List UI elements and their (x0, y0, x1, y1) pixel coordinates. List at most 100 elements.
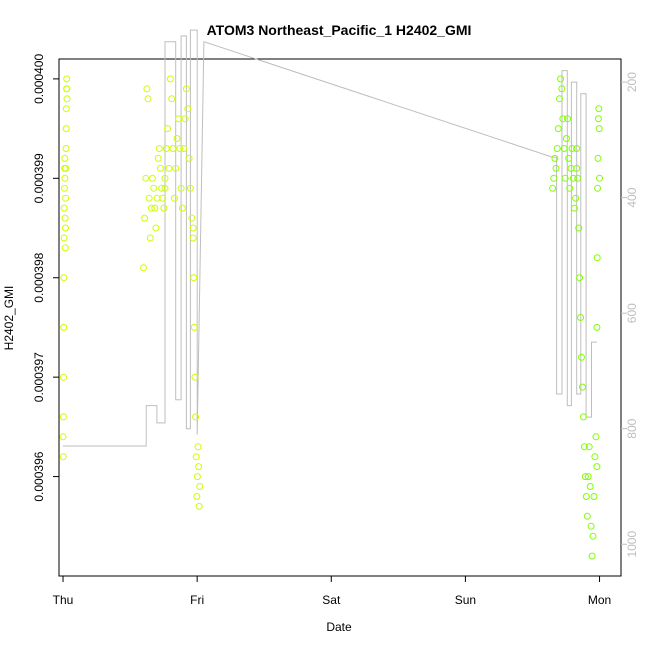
data-point (195, 502, 203, 510)
data-point (59, 433, 67, 441)
data-point (588, 552, 596, 560)
data-point (577, 314, 585, 321)
data-point (196, 483, 204, 490)
data-point (573, 145, 581, 152)
data-point (553, 145, 561, 152)
data-point (160, 204, 168, 212)
data-point (60, 323, 68, 331)
data-point (168, 95, 176, 103)
data-point (151, 204, 159, 212)
x-tick-label: Fri (190, 593, 204, 607)
y-right-tick-label: 600 (625, 303, 639, 323)
y-axis-right: 200 400 600 800 1000 (621, 72, 639, 558)
data-point (590, 493, 598, 500)
data-point (554, 125, 562, 133)
data-point (150, 184, 158, 192)
data-point (60, 234, 68, 242)
y-tick-label: 0.000400 (32, 54, 46, 104)
data-point (60, 373, 67, 381)
data-point (189, 234, 197, 242)
data-point (61, 174, 69, 182)
x-axis-label: Date (326, 620, 352, 634)
data-point (585, 443, 593, 451)
data-point (143, 85, 151, 93)
data-point (192, 453, 200, 461)
data-point (557, 75, 565, 83)
y-right-tick-label: 400 (625, 187, 639, 207)
data-point (581, 473, 589, 481)
y-tick-label: 0.000398 (32, 252, 46, 302)
data-point (184, 105, 192, 113)
data-point (594, 154, 602, 162)
x-tick-label: Mon (588, 593, 611, 607)
y-tick-label: 0.000396 (32, 451, 46, 501)
data-point (145, 194, 153, 202)
y-tick-label: 0.000399 (32, 153, 46, 203)
data-point (182, 85, 190, 93)
data-point (578, 353, 585, 361)
y-axis-left: 0.000396 0.000397 0.000398 0.000399 0.000400 (32, 54, 59, 502)
data-point (164, 125, 172, 133)
data-point (170, 194, 178, 202)
data-point (192, 413, 200, 421)
data-point (568, 145, 576, 152)
data-point (159, 194, 167, 202)
data-point (584, 473, 592, 481)
data-point (591, 453, 599, 461)
data-point (595, 105, 603, 113)
data-point (564, 115, 571, 123)
data-point (551, 154, 559, 162)
data-point (63, 85, 71, 93)
data-point (62, 105, 70, 113)
data-point (166, 75, 174, 83)
data-point (573, 164, 581, 172)
data-point (190, 323, 198, 331)
data-point (186, 184, 194, 192)
data-point (62, 145, 70, 152)
data-point (62, 164, 70, 172)
data-point (566, 184, 574, 192)
x-tick-label: Sun (455, 593, 476, 607)
data-point (60, 184, 68, 192)
data-point (161, 184, 169, 192)
points-layer (59, 75, 603, 560)
data-point (556, 95, 563, 103)
data-point (560, 145, 568, 152)
data-point (180, 145, 188, 152)
data-point (569, 174, 577, 182)
data-point (156, 164, 164, 172)
data-point (594, 115, 602, 123)
data-point (550, 174, 558, 182)
x-tick-label: Thu (53, 593, 74, 607)
data-point (586, 483, 594, 490)
data-point (169, 145, 177, 152)
data-point (61, 214, 69, 222)
x-axis: Thu Fri Sat Sun Mon (53, 576, 611, 607)
data-point (561, 174, 569, 182)
data-point (574, 174, 582, 182)
data-point (172, 164, 180, 172)
data-point (570, 204, 578, 212)
data-point (60, 274, 68, 282)
data-point (161, 174, 169, 182)
data-point (593, 463, 601, 471)
data-point (63, 95, 71, 103)
data-point (140, 264, 147, 272)
data-point (62, 194, 70, 202)
data-point (59, 413, 67, 421)
data-point (190, 274, 198, 282)
data-point (177, 184, 185, 192)
data-point (147, 204, 155, 212)
plot-frame (58, 58, 622, 577)
data-point (158, 184, 166, 192)
data-point (582, 493, 590, 500)
data-point (178, 204, 186, 212)
data-point (589, 532, 597, 540)
data-point (62, 224, 69, 232)
data-point (61, 154, 69, 162)
data-point (193, 473, 201, 481)
data-point (565, 154, 573, 162)
data-point (189, 224, 197, 232)
data-point (155, 145, 163, 152)
